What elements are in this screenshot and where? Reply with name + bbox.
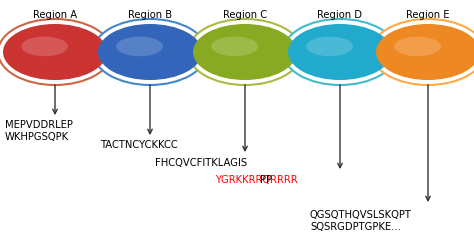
Ellipse shape (283, 19, 397, 85)
Ellipse shape (288, 24, 392, 80)
Text: FHCQVCFITKLAGIS: FHCQVCFITKLAGIS (155, 158, 247, 168)
Ellipse shape (0, 19, 112, 85)
Text: TACTNCYCKKCC: TACTNCYCKKCC (100, 140, 178, 150)
Ellipse shape (211, 36, 258, 56)
Text: QGSQTHQVSLSKQPT
SQSRGDPTGPKE...: QGSQTHQVSLSKQPT SQSRGDPTGPKE... (310, 210, 412, 232)
Ellipse shape (98, 24, 202, 80)
Text: Region C: Region C (223, 10, 267, 20)
Ellipse shape (193, 24, 297, 80)
Ellipse shape (93, 19, 207, 85)
Ellipse shape (306, 36, 353, 56)
Text: Region D: Region D (318, 10, 363, 20)
Ellipse shape (371, 19, 474, 85)
Text: MEPVDDRLEP
WKHPGSQPK: MEPVDDRLEP WKHPGSQPK (5, 120, 73, 142)
Ellipse shape (116, 36, 163, 56)
Ellipse shape (376, 24, 474, 80)
Ellipse shape (394, 36, 441, 56)
Ellipse shape (188, 19, 302, 85)
Text: Region B: Region B (128, 10, 172, 20)
Text: PP: PP (260, 175, 272, 185)
Text: Region E: Region E (406, 10, 450, 20)
Text: Region A: Region A (33, 10, 77, 20)
Ellipse shape (3, 24, 107, 80)
Text: YGRKKRRQRRRR: YGRKKRRQRRRR (215, 175, 298, 185)
Ellipse shape (21, 36, 68, 56)
